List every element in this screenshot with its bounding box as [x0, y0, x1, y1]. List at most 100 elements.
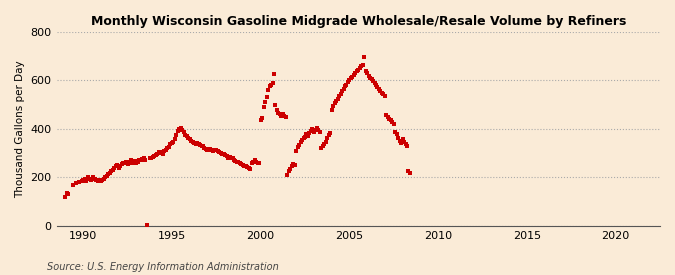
Point [251, 160, 262, 164]
Point [280, 115, 291, 119]
Point [84, 177, 95, 181]
Point [229, 158, 240, 162]
Point [347, 75, 358, 79]
Point [341, 82, 352, 87]
Point [177, 128, 188, 132]
Point [109, 166, 119, 170]
Point [230, 159, 241, 163]
Point [248, 160, 259, 164]
Point [337, 89, 348, 94]
Point [346, 76, 356, 81]
Point [321, 139, 331, 144]
Point [150, 153, 161, 157]
Point [97, 178, 108, 182]
Point [169, 137, 180, 141]
Point [122, 162, 133, 166]
Point [115, 164, 126, 169]
Point [168, 139, 179, 144]
Point [260, 100, 271, 104]
Point [357, 62, 368, 67]
Point [148, 154, 159, 158]
Point [183, 136, 194, 140]
Point [366, 77, 377, 81]
Point [215, 150, 226, 155]
Point [246, 161, 257, 166]
Point [155, 151, 165, 155]
Point [232, 160, 242, 164]
Point [264, 84, 275, 89]
Point [332, 97, 343, 101]
Point [131, 161, 142, 165]
Point [392, 132, 402, 136]
Point [340, 84, 350, 89]
Point [319, 142, 329, 146]
Point [377, 91, 387, 95]
Point [203, 148, 214, 152]
Point [182, 134, 192, 138]
Point [385, 118, 396, 123]
Point [255, 118, 266, 123]
Point [186, 138, 196, 143]
Point [156, 150, 167, 154]
Text: Source: U.S. Energy Information Administration: Source: U.S. Energy Information Administ… [47, 262, 279, 272]
Point [387, 120, 398, 124]
Point [379, 94, 390, 98]
Point [322, 136, 333, 140]
Point [315, 130, 325, 134]
Point [211, 148, 221, 152]
Point [273, 111, 284, 115]
Point [265, 83, 276, 87]
Point [312, 126, 323, 131]
Point [113, 166, 124, 170]
Point [240, 164, 251, 169]
Point [90, 177, 101, 181]
Point [225, 156, 236, 160]
Point [196, 144, 207, 148]
Point [187, 139, 198, 144]
Point [279, 113, 290, 118]
Point [326, 107, 337, 112]
Point [167, 141, 178, 145]
Point [394, 139, 405, 143]
Point [217, 152, 227, 156]
Point [254, 161, 265, 165]
Point [116, 162, 127, 166]
Title: Monthly Wisconsin Gasoline Midgrade Wholesale/Resale Volume by Refiners: Monthly Wisconsin Gasoline Midgrade Whol… [90, 15, 626, 28]
Point [300, 134, 310, 139]
Point [180, 133, 190, 137]
Point [360, 68, 371, 73]
Point [316, 146, 327, 150]
Point [199, 146, 210, 150]
Point [393, 136, 404, 140]
Point [110, 164, 121, 169]
Point [92, 179, 103, 183]
Point [79, 177, 90, 181]
Point [242, 165, 252, 169]
Point [153, 150, 164, 154]
Point [400, 142, 411, 146]
Point [117, 161, 128, 165]
Point [354, 66, 365, 70]
Point [239, 164, 250, 168]
Point [146, 155, 157, 160]
Point [60, 195, 71, 199]
Point [358, 55, 369, 60]
Point [362, 71, 373, 75]
Point [284, 169, 294, 174]
Point [144, 156, 155, 161]
Point [381, 113, 392, 117]
Point [101, 174, 112, 178]
Point [290, 163, 300, 167]
Point [350, 71, 360, 75]
Point [94, 178, 105, 182]
Point [96, 179, 107, 183]
Point [263, 88, 273, 92]
Point [344, 78, 355, 82]
Point [356, 64, 367, 68]
Point [236, 162, 247, 166]
Point [384, 117, 395, 121]
Point [152, 152, 163, 156]
Point [82, 175, 93, 180]
Point [249, 158, 260, 163]
Point [119, 161, 130, 165]
